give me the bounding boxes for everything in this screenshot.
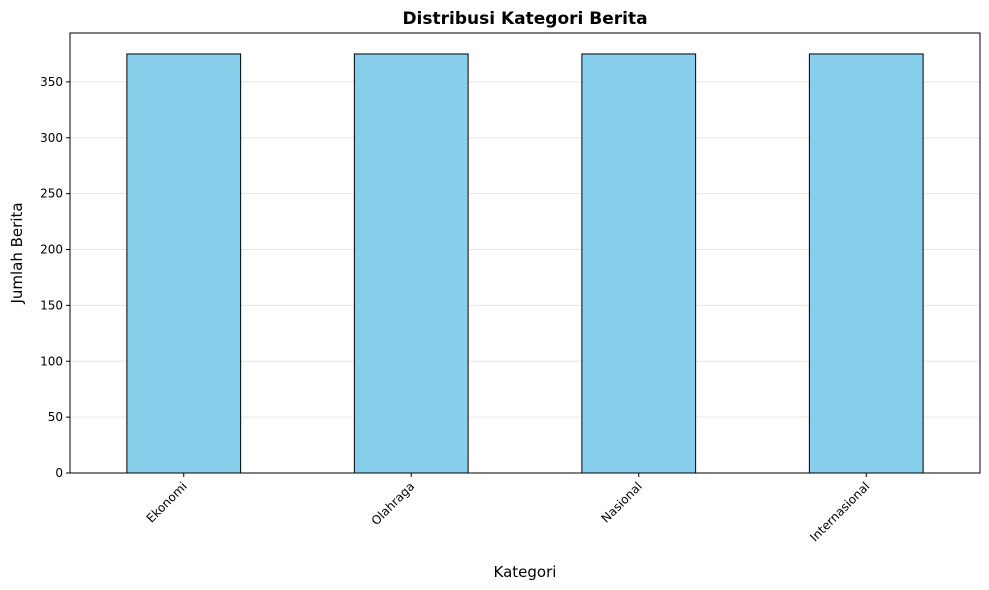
y-tick-label: 50 <box>48 410 63 424</box>
y-tick-label: 300 <box>40 131 63 145</box>
y-tick-label: 150 <box>40 298 63 312</box>
bar <box>126 53 242 474</box>
y-tick-label: 250 <box>40 187 63 201</box>
x-axis-label: Kategori <box>494 563 557 581</box>
bar <box>808 53 924 474</box>
chart-title: Distribusi Kategori Berita <box>402 9 647 29</box>
y-tick-label: 100 <box>40 354 63 368</box>
y-axis-label: Jumlah Berita <box>8 202 26 304</box>
y-tick-label: 200 <box>40 243 63 257</box>
y-tick-label: 0 <box>55 466 63 480</box>
y-tick-label: 350 <box>40 75 63 89</box>
bar <box>353 53 469 474</box>
bar <box>581 53 697 474</box>
plot-frame <box>69 32 981 474</box>
